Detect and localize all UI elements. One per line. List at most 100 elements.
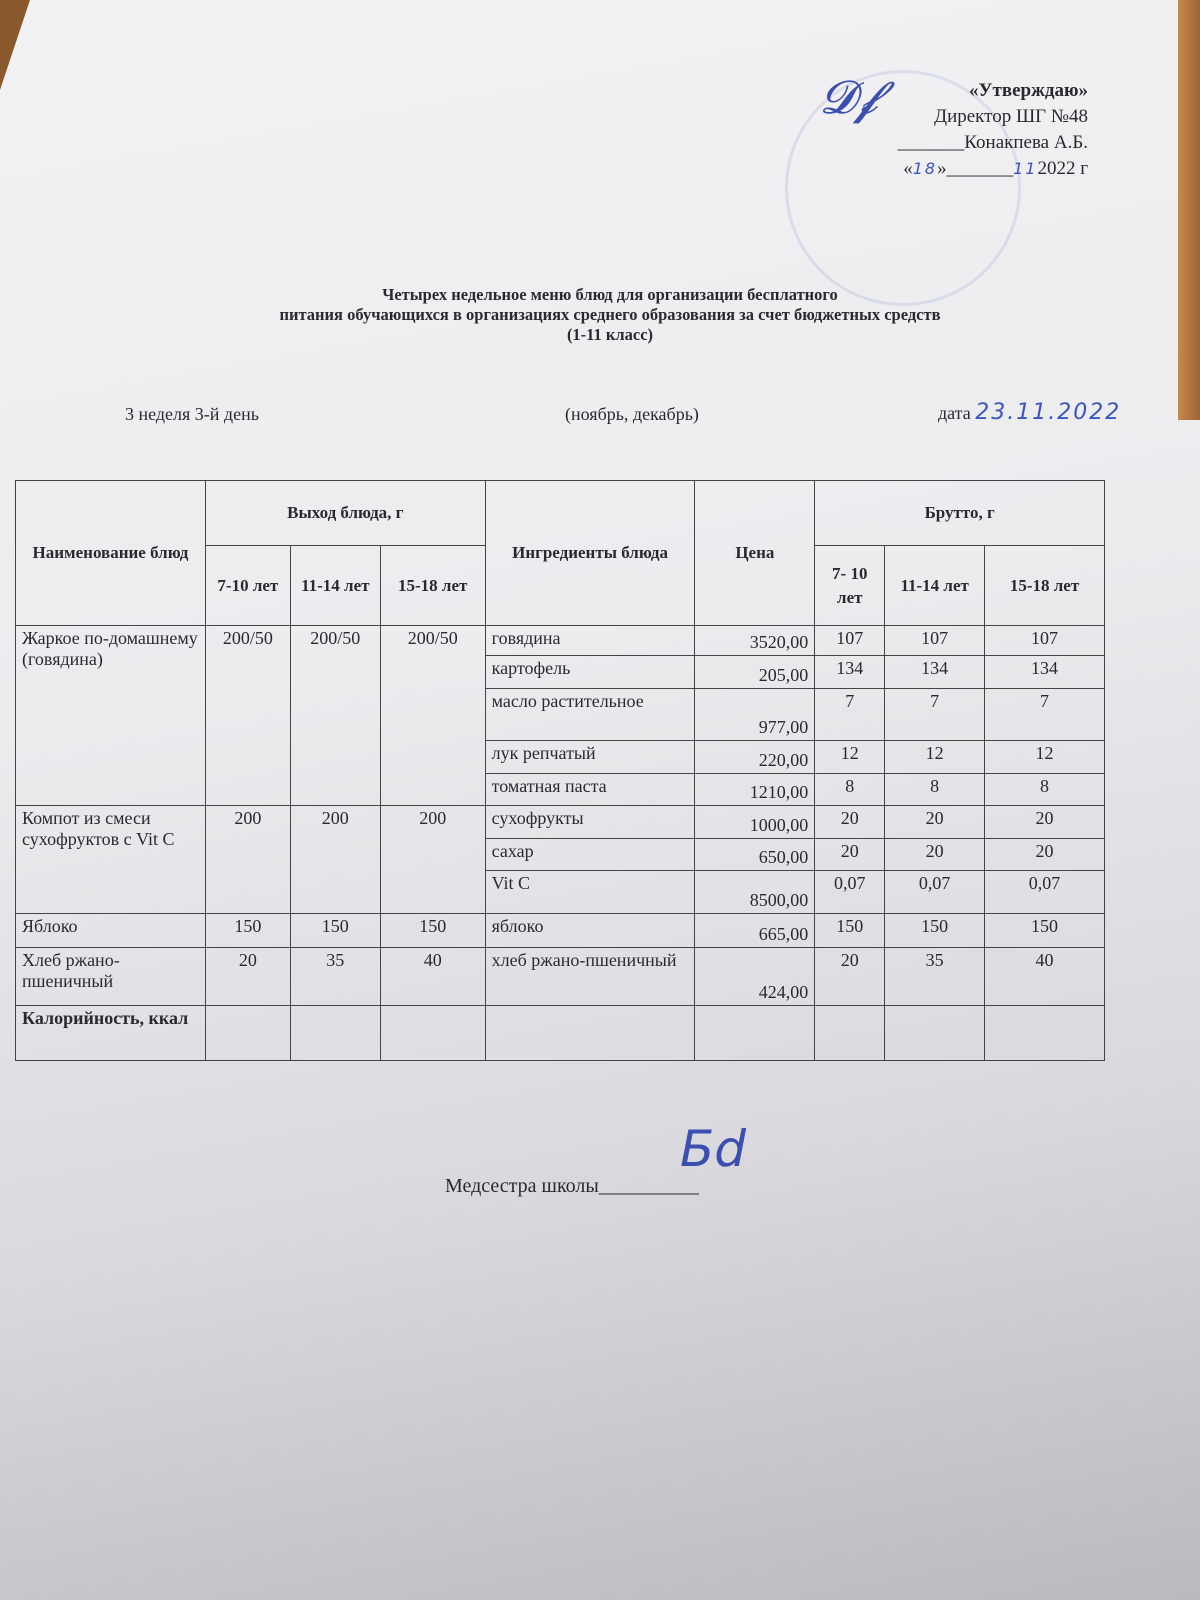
header-age: 15-18 лет: [984, 545, 1105, 626]
gross-weight: 20: [814, 947, 886, 1006]
gross-weight: 7: [814, 688, 886, 741]
table-row: томатная паста 1210,00 8 8 8: [16, 773, 1105, 806]
gross-weight: 134: [984, 655, 1105, 689]
gross-weight: 20: [984, 838, 1105, 871]
header-age: 11-14 лет: [289, 545, 381, 626]
ingredient: масло растительное: [484, 688, 696, 741]
ingredient: сахар: [484, 838, 696, 871]
ingredient: лук репчатый: [484, 740, 696, 774]
gross-weight: 20: [814, 838, 886, 871]
table-row: лук репчатый 220,00 12 12 12: [16, 740, 1105, 774]
gross-weight: 0,07: [814, 870, 886, 914]
gross-weight: 12: [984, 740, 1105, 774]
gross-weight: 40: [984, 947, 1105, 1006]
table-row: Яблоко 150 150 150 яблоко 665,00 150 150 150: [15, 913, 1105, 948]
gross-weight: 35: [884, 947, 986, 1006]
page-title: Четырех недельное меню блюд для организа…: [279, 285, 941, 344]
price: 3520,00: [694, 625, 816, 656]
dish-output: 20: [204, 947, 291, 1006]
calories-value: [289, 1005, 381, 1061]
week-day: 3 неделя 3-й день: [125, 404, 259, 424]
price: 1210,00: [694, 773, 816, 806]
table-row: масло растительное 977,00 7 7 7: [16, 688, 1105, 741]
header-price: Цена: [694, 480, 816, 626]
calories-label: Калорийность, ккал: [15, 1005, 206, 1061]
period: (ноябрь, декабрь): [565, 404, 699, 424]
gross-weight: 7: [884, 688, 986, 741]
gross-weight: 150: [814, 913, 886, 948]
price: 205,00: [694, 655, 816, 689]
header-name: Наименование блюд: [15, 480, 206, 626]
header-age: 7- 10 лет: [814, 545, 886, 626]
table-row: Хлеб ржано-пшеничный 20 35 40 хлеб ржано-пше…: [15, 947, 1105, 1006]
approval-date: «18»_______112022 г: [903, 158, 1088, 179]
price: 977,00: [694, 688, 816, 741]
ingredient: томатная паста: [484, 773, 696, 806]
calories-value: [484, 1005, 696, 1061]
table-row: картофель 205,00 134 134 134: [16, 655, 1105, 689]
ingredient: хлеб ржано-пшеничный: [484, 947, 696, 1006]
gross-weight: 20: [814, 805, 886, 839]
table-row: Жаркое по-домашнему (говядина) 200/50 200/…: [15, 625, 1105, 806]
background-edge: [1178, 0, 1200, 420]
header-age: 11-14 лет: [884, 545, 986, 626]
dish-output: 200/50: [289, 625, 381, 806]
gross-weight: 0,07: [884, 870, 986, 914]
gross-weight: 107: [814, 625, 886, 656]
gross-weight: 8: [884, 773, 986, 806]
price: 1000,00: [694, 805, 816, 839]
stamp: [785, 70, 1021, 306]
director-signature: 𝓓𝓯: [820, 70, 879, 124]
ingredient: сухофрукты: [484, 805, 696, 839]
header-gross: Брутто, г: [814, 480, 1105, 546]
gross-weight: 20: [884, 838, 986, 871]
dish-output: 200: [204, 805, 291, 914]
dish-output: 150: [379, 913, 486, 948]
gross-weight: 8: [814, 773, 886, 806]
price: 650,00: [694, 838, 816, 871]
ingredient: Vit C: [484, 870, 696, 914]
gross-weight: 0,07: [984, 870, 1105, 914]
nurse-signature: Бd: [680, 1120, 747, 1178]
ingredient: яблоко: [484, 913, 696, 948]
dish-output: 200/50: [204, 625, 291, 806]
ingredient: говядина: [484, 625, 696, 656]
table-row: сахар 650,00 20 20 20: [16, 838, 1105, 871]
dish-output: 40: [379, 947, 486, 1006]
calories-value: [204, 1005, 291, 1061]
price: 8500,00: [694, 870, 816, 914]
gross-weight: 20: [984, 805, 1105, 839]
price: 424,00: [694, 947, 816, 1006]
gross-weight: 150: [884, 913, 986, 948]
gross-weight: 150: [984, 913, 1105, 948]
dish-output: 200: [379, 805, 486, 914]
price: 665,00: [694, 913, 816, 948]
nurse-signature-line: Медсестра школы__________: [445, 1175, 699, 1197]
header-age: 7-10 лет: [204, 545, 291, 626]
gross-weight: 107: [884, 625, 986, 656]
dish-output: 200/50: [379, 625, 486, 806]
header-ingredients: Ингредиенты блюда: [484, 480, 696, 626]
menu-table: Наименование блюд Выход блюда, г Ингреди…: [15, 480, 1105, 1061]
table-row: Компот из смеси сухофруктов с Vit C 200 20…: [15, 805, 1105, 914]
dish-name: Компот из смеси сухофруктов с Vit C: [15, 805, 206, 914]
approval-block: «Утверждаю» Директор ШГ №48 _______Конак…: [898, 78, 1088, 182]
price: 220,00: [694, 740, 816, 774]
ingredient: картофель: [484, 655, 696, 689]
gross-weight: 134: [814, 655, 886, 689]
calories-row: Калорийность, ккал: [15, 1005, 1105, 1061]
gross-weight: 12: [884, 740, 986, 774]
background-edge: [0, 0, 30, 90]
gross-weight: 7: [984, 688, 1105, 741]
header-output: Выход блюда, г: [204, 480, 486, 546]
calories-value: [379, 1005, 486, 1061]
calories-value: [814, 1005, 886, 1061]
header-age: 15-18 лет: [379, 545, 486, 626]
gross-weight: 107: [984, 625, 1105, 656]
dish-output: 35: [289, 947, 381, 1006]
dish-output: 150: [204, 913, 291, 948]
calories-value: [694, 1005, 816, 1061]
dish-name: Яблоко: [15, 913, 206, 948]
dish-name: Жаркое по-домашнему (говядина): [15, 625, 206, 806]
gross-weight: 20: [884, 805, 986, 839]
